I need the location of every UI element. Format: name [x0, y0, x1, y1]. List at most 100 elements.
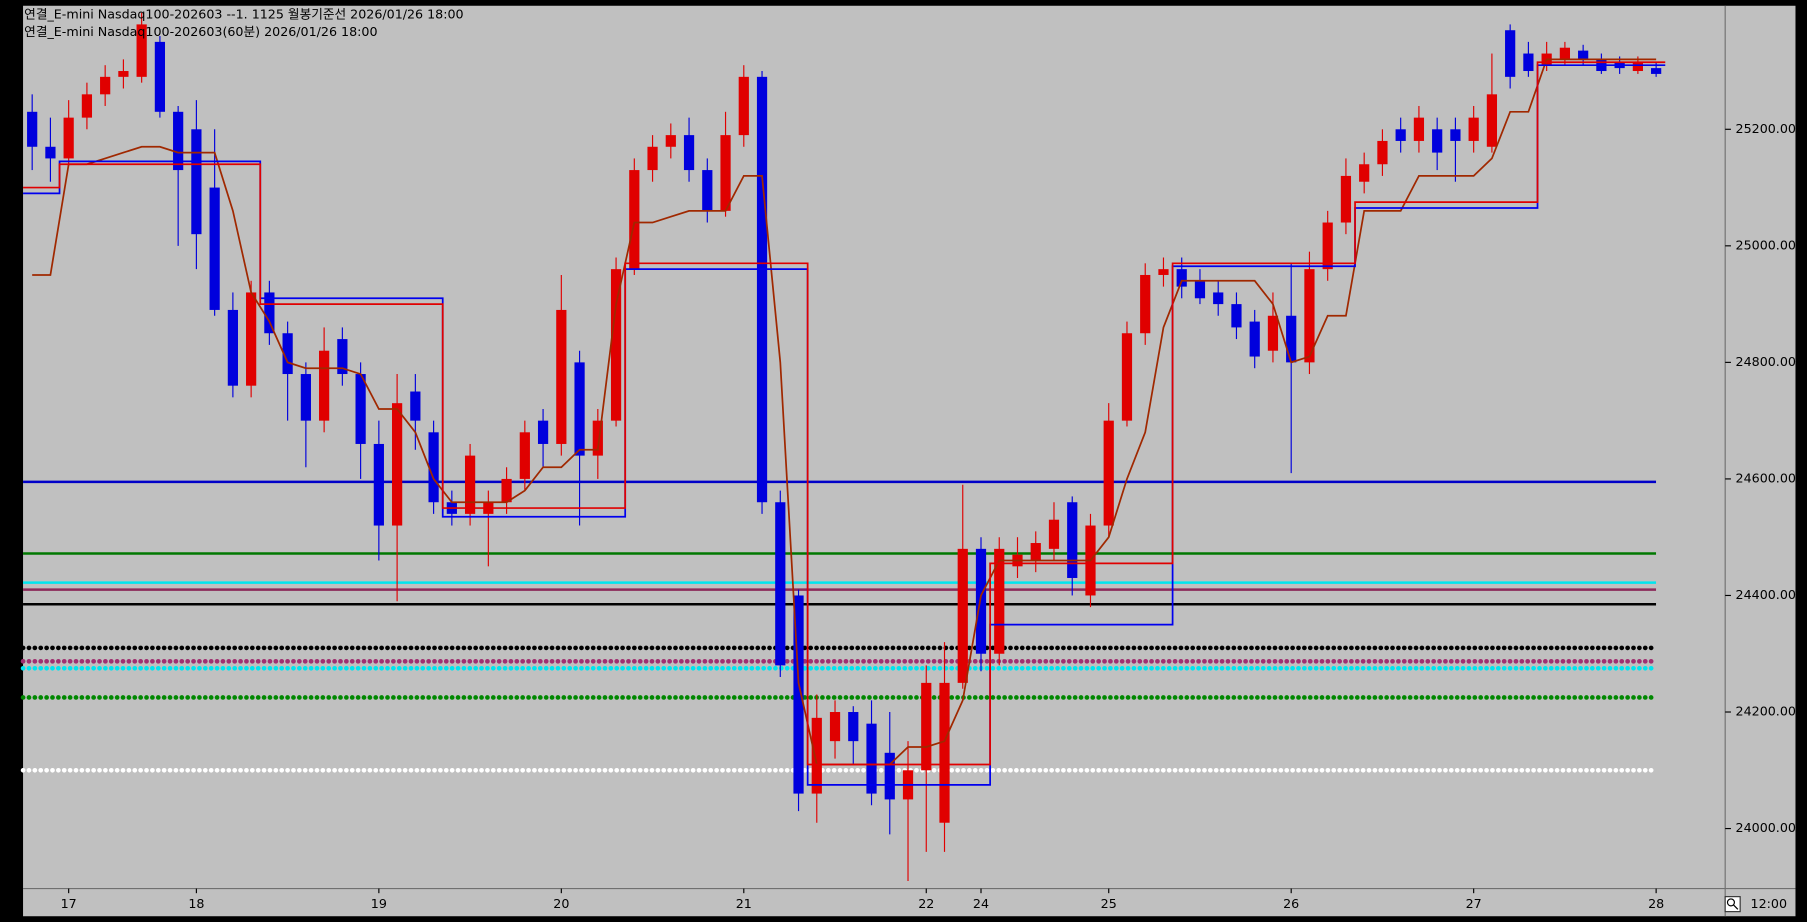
candle-body [264, 292, 275, 334]
candle-body [391, 403, 403, 526]
x-tick-label: 22 [918, 896, 934, 911]
candle-body [1651, 68, 1662, 74]
candle-body [191, 129, 202, 235]
candle-body [610, 269, 622, 421]
candle-body [574, 362, 585, 456]
candle-body [300, 374, 311, 421]
zoom-glyph [1726, 898, 1735, 907]
x-tick-label: 24 [973, 896, 989, 911]
candle-body [647, 146, 658, 171]
candle-body [1432, 129, 1443, 153]
x-tick-label: 27 [1466, 896, 1482, 911]
candle-body [118, 71, 129, 77]
candle-body [1340, 175, 1352, 223]
candle-body [519, 432, 530, 479]
candle-body [464, 455, 476, 514]
candle-body [1450, 129, 1461, 141]
candle-body [1158, 269, 1169, 275]
plot-area: 24000.00 24200.00 24400.00 24600.00 24800.00… [20, 12, 1796, 911]
candle-body [1468, 117, 1479, 141]
candle-body [775, 502, 786, 666]
candle-body [45, 146, 56, 159]
candle-body [1505, 30, 1516, 77]
x-tick-label: 26 [1283, 896, 1299, 911]
candle-body [537, 420, 549, 444]
candle-body [848, 712, 859, 742]
candle-body [63, 117, 74, 159]
candle-body [319, 350, 330, 421]
candle-body [1194, 280, 1206, 299]
candle-body [738, 76, 749, 136]
candle-body [975, 548, 987, 654]
chart-subtitle: 연결_E-mini Nasdaq100-202603(60분) 2026/01/… [24, 24, 377, 39]
candle-body [1231, 304, 1242, 328]
x-tick-label: 17 [61, 896, 77, 911]
y-tick-label: 24600.00 [1736, 470, 1796, 485]
candle-body [428, 432, 439, 503]
candle-body [81, 94, 93, 118]
candle-body [1048, 519, 1060, 549]
candle-body [592, 420, 603, 456]
candle-body [1286, 315, 1297, 363]
candle-body [921, 682, 932, 771]
step-line [23, 61, 1666, 766]
candle-body [1121, 333, 1133, 421]
candle-body [1103, 420, 1114, 526]
candle-body [173, 111, 184, 171]
candle-body [1176, 269, 1187, 287]
candle-body [629, 170, 640, 270]
candle-body [866, 723, 877, 794]
candle-body [683, 135, 695, 171]
candle-body [1213, 292, 1224, 305]
candle-body [154, 41, 166, 112]
y-tick-label: 24200.00 [1736, 704, 1796, 719]
candle-body [1523, 53, 1534, 72]
candle-body [1267, 315, 1279, 351]
candle-body [1559, 47, 1571, 60]
chart-title: 연결_E-mini Nasdaq100-202603 --1. 1125 월봉기… [24, 6, 463, 21]
candle-body [209, 187, 220, 310]
candle-body [811, 717, 822, 794]
candle-body [1140, 274, 1151, 334]
candle-body [1030, 543, 1041, 561]
candle-body [337, 339, 348, 375]
candle-body [793, 595, 804, 794]
candle-body [1359, 164, 1370, 182]
candle-body [246, 292, 257, 386]
candle-body [27, 111, 38, 147]
candle-body [1395, 129, 1406, 141]
candle-body [884, 752, 895, 800]
candle-body [702, 170, 713, 211]
candle-body [1413, 117, 1425, 141]
step-line [23, 64, 1666, 786]
zoom-glyph [1732, 904, 1739, 910]
candle-body [1377, 140, 1388, 165]
candle-body [1632, 62, 1643, 72]
candle-body [957, 548, 968, 683]
candle-body [756, 76, 768, 503]
y-tick-label: 24000.00 [1736, 820, 1796, 835]
y-tick-label: 25200.00 [1736, 121, 1796, 136]
candle-body [136, 24, 147, 77]
candle-body [373, 443, 384, 526]
candle-body [227, 309, 238, 386]
candle-body [556, 309, 567, 444]
candle-body [1322, 222, 1333, 270]
candle-body [1067, 502, 1078, 578]
candle-body [1304, 269, 1315, 363]
zoom-icon[interactable] [1724, 896, 1741, 913]
x-tick-label: 20 [553, 896, 569, 911]
x-tick-label: 18 [188, 896, 204, 911]
x-tick-label: 19 [371, 896, 387, 911]
candle-body [665, 135, 676, 147]
y-tick-label: 24400.00 [1736, 587, 1796, 602]
candle-body [720, 135, 731, 211]
candle-body [100, 76, 111, 95]
x-tick-label: 21 [736, 896, 752, 911]
y-tick-label: 25000.00 [1736, 237, 1796, 252]
candle-body [1486, 94, 1498, 147]
candle-body [829, 712, 841, 742]
x-tick-label: 28 [1648, 896, 1664, 911]
